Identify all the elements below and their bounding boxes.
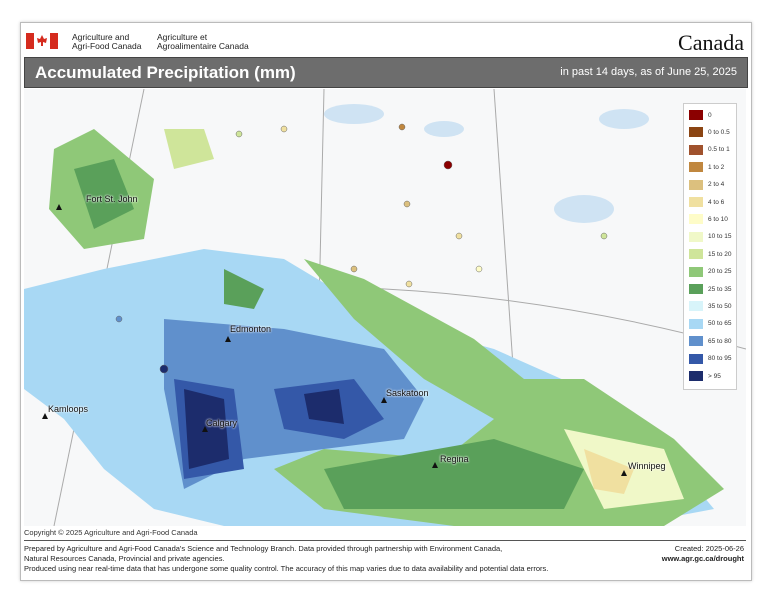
city-label-regina: Regina (440, 454, 469, 464)
footer-divider (24, 540, 746, 541)
map-title: Accumulated Precipitation (mm) (35, 63, 296, 82)
city-marker-icon (225, 336, 231, 342)
city-marker-icon (381, 397, 387, 403)
legend-label: 20 to 25 (708, 268, 732, 276)
city-label-fort-st-john: Fort St. John (86, 194, 138, 204)
city-marker-icon (56, 204, 62, 210)
legend-swatch (689, 301, 703, 312)
title-bar: Accumulated Precipitation (mm) in past 1… (24, 57, 748, 88)
legend-label: 0 (708, 111, 712, 119)
precipitation-fields (24, 129, 724, 526)
legend-swatch (689, 336, 703, 347)
map-layer (24, 89, 746, 526)
legend-label: 1 to 2 (708, 163, 725, 171)
legend-item: 10 to 15 (689, 231, 732, 243)
dept-name-fr: Agriculture et Agroalimentaire Canada (157, 33, 249, 51)
legend-item: 65 to 80 (689, 335, 732, 347)
legend-label: 25 to 35 (708, 285, 732, 293)
footer-line-2: Natural Resources Canada, Provincial and… (24, 554, 225, 563)
legend-label: > 95 (708, 372, 721, 380)
precipitation-map (24, 89, 746, 526)
legend-label: 2 to 4 (708, 181, 725, 189)
legend-label: 0.5 to 1 (708, 146, 730, 154)
legend-label: 80 to 95 (708, 355, 732, 363)
city-marker-icon (621, 470, 627, 476)
legend-swatch (689, 197, 703, 207)
legend-swatch (689, 231, 703, 242)
footer-line-3: Produced using near real-time data that … (24, 564, 549, 573)
dept-name-en: Agriculture and Agri-Food Canada (72, 33, 141, 51)
canada-flag-logo (26, 33, 58, 49)
footer-line-1: Prepared by Agriculture and Agri-Food Ca… (24, 544, 503, 553)
legend-swatch (689, 249, 703, 260)
legend-swatch (689, 266, 703, 277)
legend-label: 6 to 10 (708, 215, 728, 223)
legend-item: 1 to 2 (689, 161, 724, 173)
city-marker-icon (202, 426, 208, 432)
legend-item: 2 to 4 (689, 179, 724, 191)
legend-item: 20 to 25 (689, 266, 732, 278)
city-label-calgary: Calgary (206, 418, 238, 428)
legend-item: 15 to 20 (689, 248, 732, 260)
legend-item: 4 to 6 (689, 196, 724, 208)
legend-label: 15 to 20 (708, 250, 732, 258)
legend-swatch (689, 179, 703, 190)
city-label-edmonton: Edmonton (230, 324, 272, 334)
legend-swatch (689, 318, 703, 329)
legend-label: 4 to 6 (708, 198, 725, 206)
legend-swatch (689, 144, 703, 155)
legend-item: 50 to 65 (689, 318, 732, 330)
legend-swatch (689, 214, 703, 225)
legend-label: 35 to 50 (708, 302, 732, 310)
canada-wordmark: Canada (678, 30, 744, 55)
legend-label: 0 to 0.5 (708, 128, 730, 136)
dept-fr-1: Agriculture et (157, 32, 208, 42)
city-marker-icon (42, 413, 48, 419)
legend-item: 0 (689, 109, 712, 121)
legend-swatch (689, 127, 703, 138)
legend-swatch (689, 284, 703, 294)
dept-fr-2: Agroalimentaire Canada (157, 41, 249, 51)
legend-label: 10 to 15 (708, 233, 732, 241)
lakes (324, 104, 649, 223)
created-date: Created: 2025-06-26 (674, 544, 744, 553)
dept-en-2: Agri-Food Canada (72, 41, 142, 51)
copyright: Copyright © 2025 Agriculture and Agri-Fo… (24, 528, 198, 537)
legend-swatch (689, 371, 703, 381)
dept-en-1: Agriculture and (72, 32, 130, 42)
legend-item: 80 to 95 (689, 353, 732, 365)
station-points (115, 123, 608, 374)
city-marker-icon (432, 462, 438, 468)
legend: 0 0 to 0.5 0.5 to 1 1 to 2 2 to 4 4 to 6 6 to … (683, 103, 737, 390)
legend-swatch (689, 162, 703, 173)
legend-item: 0.5 to 1 (689, 144, 730, 156)
footer-notes: Prepared by Agriculture and Agri-Food Ca… (24, 544, 548, 574)
legend-item: 0 to 0.5 (689, 126, 730, 138)
legend-item: > 95 (689, 370, 721, 382)
map-subtitle: in past 14 days, as of June 25, 2025 (560, 66, 737, 78)
legend-item: 6 to 10 (689, 213, 728, 225)
footer-meta: Created: 2025-06-26 www.agr.gc.ca/drough… (662, 544, 744, 564)
city-label-winnipeg: Winnipeg (628, 461, 666, 471)
legend-swatch (689, 353, 703, 364)
legend-label: 50 to 65 (708, 320, 732, 328)
legend-swatch (689, 110, 703, 120)
legend-item: 35 to 50 (689, 300, 732, 312)
city-label-kamloops: Kamloops (48, 404, 89, 414)
city-label-saskatoon: Saskatoon (386, 388, 429, 398)
legend-item: 25 to 35 (689, 283, 732, 295)
drought-url-link[interactable]: www.agr.gc.ca/drought (661, 554, 744, 563)
legend-label: 65 to 80 (708, 337, 732, 345)
